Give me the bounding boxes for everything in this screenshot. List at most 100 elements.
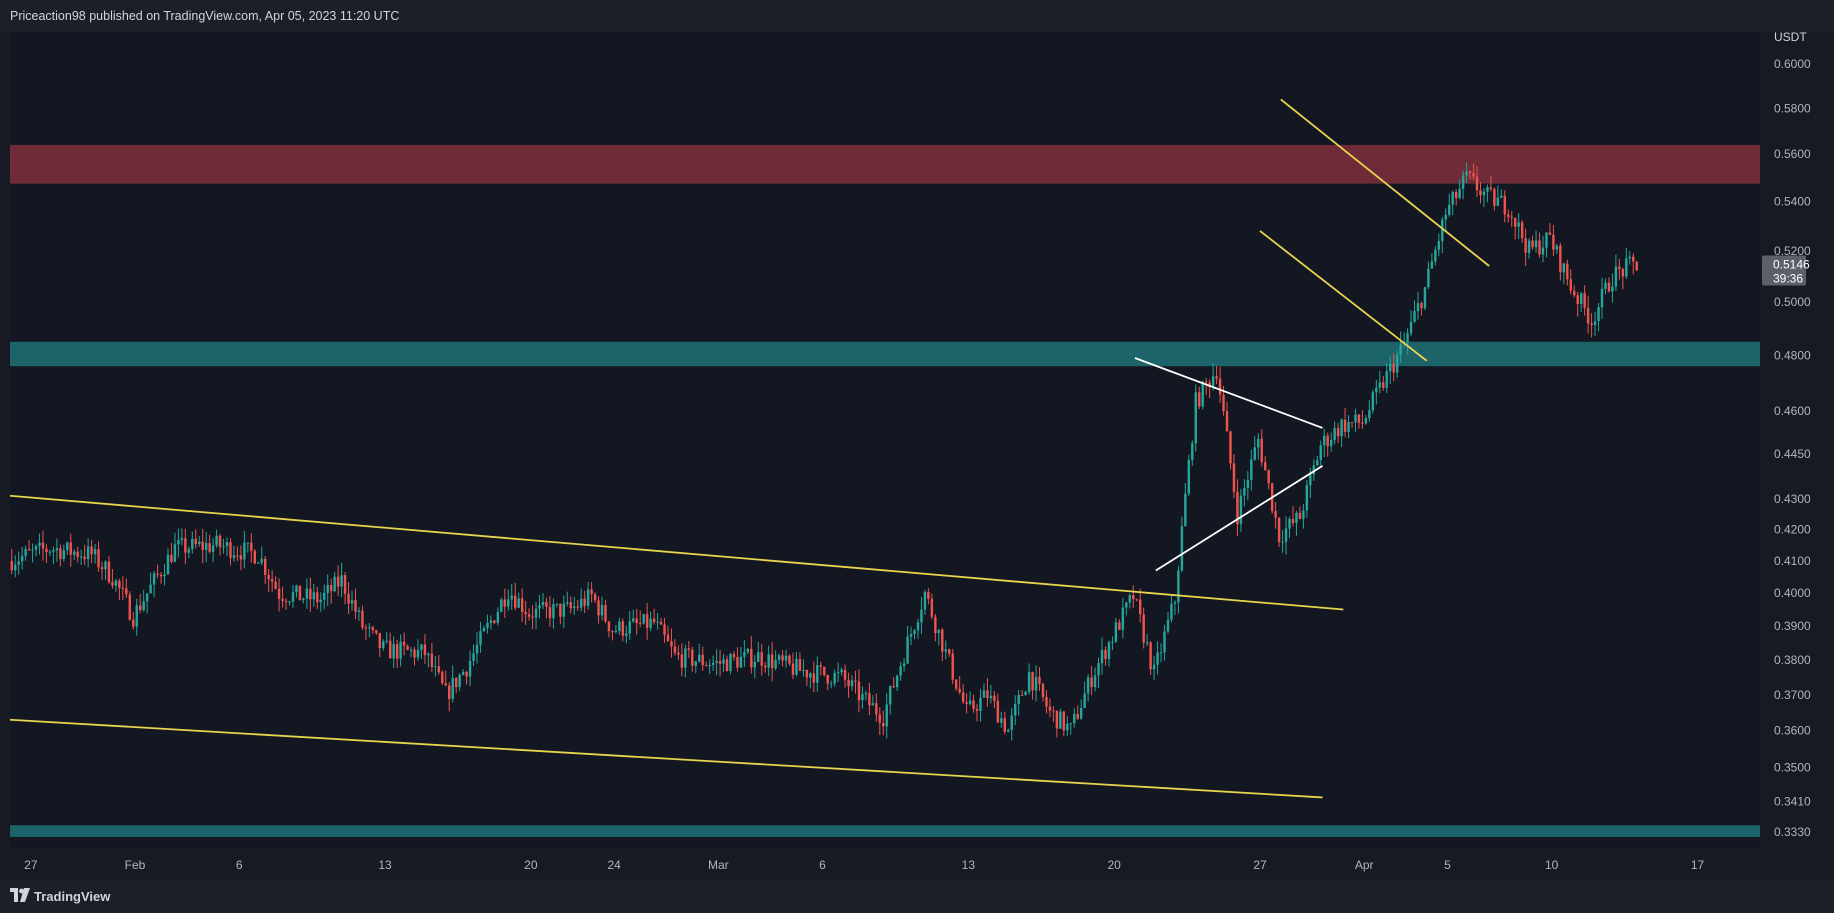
price-axis[interactable] bbox=[1760, 32, 1834, 880]
candle-body bbox=[1048, 706, 1052, 711]
candle-body bbox=[975, 708, 979, 711]
channel-upper-line bbox=[9, 494, 1344, 611]
candle-body bbox=[316, 592, 319, 603]
candle-body bbox=[1062, 711, 1066, 731]
candle-body bbox=[982, 690, 986, 698]
candle-body bbox=[579, 598, 583, 608]
candle-body bbox=[1114, 622, 1118, 642]
candle-body bbox=[604, 605, 607, 622]
candle-body bbox=[486, 623, 489, 628]
candle-body bbox=[1263, 462, 1267, 471]
candle-body bbox=[760, 652, 763, 666]
candle-body bbox=[1309, 474, 1312, 486]
candle-body bbox=[524, 611, 527, 615]
candle-body bbox=[906, 636, 909, 664]
candle-body bbox=[52, 550, 55, 552]
candle-body bbox=[1527, 240, 1531, 253]
price-tick-3: 0.5400 bbox=[1774, 195, 1811, 209]
candle-body bbox=[1520, 222, 1524, 239]
candle-body bbox=[590, 589, 593, 595]
candle-body bbox=[1323, 435, 1326, 446]
candle-body bbox=[145, 593, 149, 602]
candle-body bbox=[263, 558, 267, 575]
candle-body bbox=[513, 595, 517, 608]
candle-body bbox=[517, 598, 520, 608]
candle-body bbox=[725, 659, 729, 672]
date-tick-13: 10 bbox=[1545, 858, 1559, 872]
candle-body bbox=[340, 575, 343, 587]
candle-body bbox=[31, 549, 34, 551]
candle-body bbox=[816, 665, 819, 683]
candle-body bbox=[691, 649, 694, 666]
candle-body bbox=[121, 587, 125, 589]
candle-body bbox=[833, 672, 836, 684]
candle-body bbox=[916, 622, 920, 631]
candle-body bbox=[194, 538, 197, 545]
candle-body bbox=[1069, 723, 1072, 725]
candle-body bbox=[1538, 240, 1541, 255]
candle-body bbox=[836, 672, 840, 674]
candle-body bbox=[763, 665, 767, 668]
candle-body bbox=[972, 700, 975, 709]
price-tick-9: 0.4300 bbox=[1774, 492, 1811, 506]
candle-body bbox=[336, 576, 340, 587]
candle-body bbox=[1177, 570, 1180, 603]
tradingview-logo-icon[interactable] bbox=[10, 888, 30, 907]
candle-body bbox=[739, 656, 743, 668]
candle-body bbox=[38, 542, 41, 547]
candle-body bbox=[736, 657, 739, 668]
time-axis[interactable] bbox=[10, 848, 1760, 880]
candle-body bbox=[819, 665, 822, 667]
candle-body bbox=[930, 598, 934, 617]
candle-body bbox=[632, 618, 635, 622]
candle-body bbox=[20, 555, 24, 562]
candle-body bbox=[573, 606, 576, 609]
price-tick-17: 0.3500 bbox=[1774, 760, 1811, 774]
candle-body bbox=[1107, 642, 1111, 660]
price-tick-12: 0.4000 bbox=[1774, 586, 1811, 600]
candle-body bbox=[979, 697, 982, 711]
price-unit-label: USDT bbox=[1774, 30, 1807, 44]
candle-body bbox=[1607, 282, 1611, 292]
candle-body bbox=[1500, 195, 1503, 198]
candle-body bbox=[1454, 191, 1458, 199]
candle-body bbox=[423, 644, 427, 656]
candle-body bbox=[732, 654, 736, 658]
candle-body bbox=[1586, 307, 1590, 324]
candle-body bbox=[1170, 603, 1173, 620]
candle-body bbox=[388, 640, 392, 659]
candle-body bbox=[1104, 649, 1107, 660]
candle-body bbox=[10, 560, 13, 571]
candle-body bbox=[427, 653, 430, 656]
candle-body bbox=[1406, 333, 1409, 343]
candle-body bbox=[392, 644, 395, 659]
candle-body bbox=[757, 652, 760, 662]
candle-body bbox=[1198, 392, 1201, 407]
candle-body bbox=[142, 601, 145, 611]
candle-body bbox=[461, 671, 465, 675]
candle-body bbox=[236, 555, 239, 557]
candle-body bbox=[309, 588, 312, 600]
date-tick-12: 5 bbox=[1444, 858, 1451, 872]
candle-body bbox=[180, 538, 184, 540]
candle-body bbox=[489, 620, 493, 624]
triangle-lower-line bbox=[1155, 465, 1323, 572]
candle-body bbox=[652, 618, 656, 623]
candle-body bbox=[1319, 445, 1322, 461]
candle-body bbox=[920, 609, 923, 623]
candle-body bbox=[520, 598, 524, 612]
candle-body bbox=[1145, 642, 1149, 644]
date-tick-6: Mar bbox=[708, 858, 729, 872]
candle-body bbox=[1211, 376, 1215, 388]
candle-body bbox=[1194, 392, 1197, 444]
candle-body bbox=[892, 686, 895, 688]
candle-body bbox=[611, 631, 614, 633]
tradingview-brand[interactable]: TradingView bbox=[34, 889, 111, 904]
candle-body bbox=[1364, 417, 1368, 424]
candle-body bbox=[1215, 376, 1218, 379]
candle-body bbox=[597, 600, 600, 616]
candle-body bbox=[291, 592, 295, 602]
candle-body bbox=[166, 554, 170, 575]
flag-lower-line bbox=[1259, 230, 1428, 362]
candle-body bbox=[1513, 217, 1517, 227]
